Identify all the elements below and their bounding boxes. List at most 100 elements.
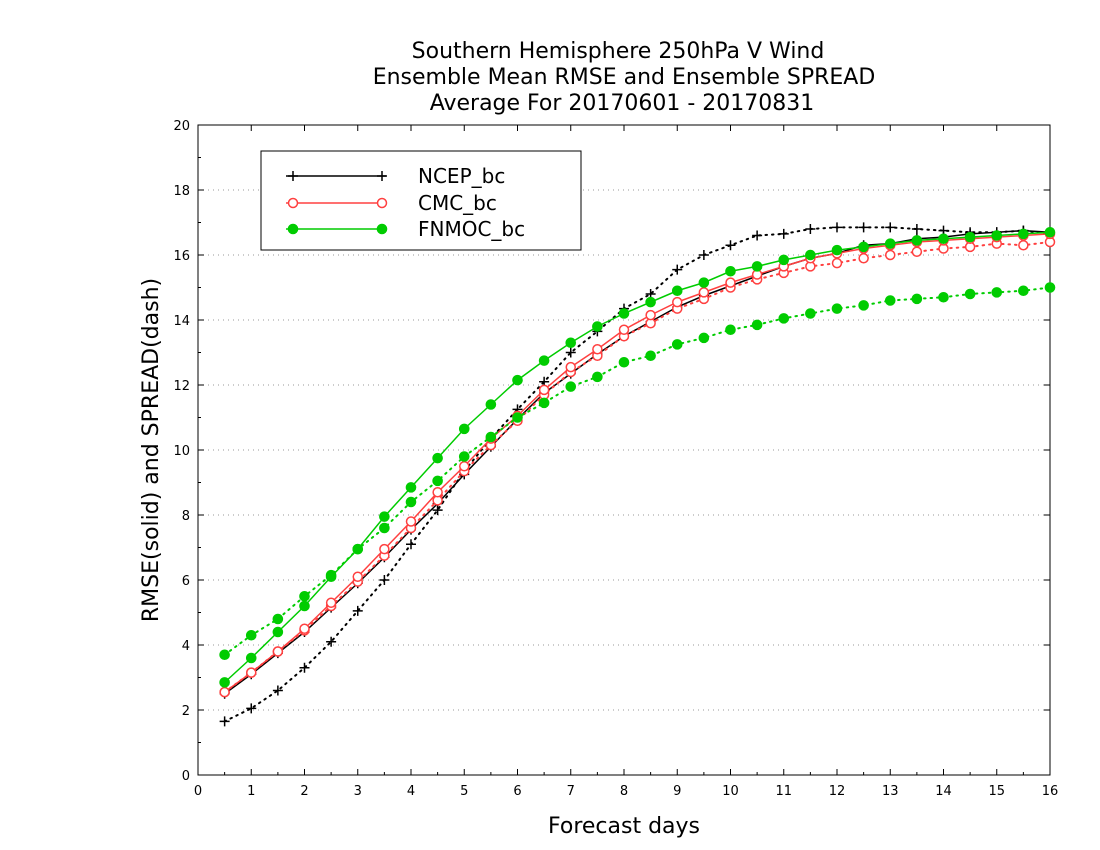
- point-fnmoc_bc-rmse-4: [325, 571, 337, 583]
- point-fnmoc_bc-rmse-25: [884, 238, 896, 249]
- line-ncep_bc-rmse: [224, 229, 1051, 695]
- legend-box: [260, 150, 582, 251]
- title-line-1: Southern Hemisphere 250hPa V Wind: [412, 39, 825, 64]
- point-ncep_bc-spread-20: [752, 230, 763, 241]
- legend-label-fnmoc_bc: FNMOC_bc: [418, 217, 525, 241]
- legend-entry-cmc_bc: CMC_bc: [286, 191, 497, 215]
- series-fnmoc_bc-rmse: [219, 226, 1056, 688]
- point-cmc_bc-spread-24: [858, 253, 869, 264]
- point-ncep_bc-spread-13: [565, 347, 576, 358]
- point-fnmoc_bc-rmse-16: [645, 296, 656, 308]
- point-fnmoc_bc-rmse-20: [751, 261, 763, 272]
- point-fnmoc_bc-rmse-3: [299, 600, 310, 612]
- x-tick-label-16: 16: [1042, 784, 1059, 799]
- point-cmc_bc-rmse-8: [432, 487, 443, 498]
- point-ncep_bc-spread-21: [778, 228, 789, 239]
- point-cmc_bc-rmse-4: [325, 597, 337, 608]
- y-tick-label-2: 2: [182, 704, 190, 719]
- line-cmc_bc-spread: [223, 241, 1051, 694]
- point-fnmoc_bc-spread-28: [964, 288, 976, 300]
- y-tick-label-14: 14: [173, 314, 190, 329]
- point-cmc_bc-spread-26: [911, 246, 923, 257]
- gridlines: [198, 189, 1050, 711]
- y-axis-label: RMSE(solid) and SPREAD(dash): [139, 278, 164, 622]
- x-tick-label-1: 1: [247, 784, 255, 799]
- point-ncep_bc-spread-23: [832, 222, 842, 233]
- point-fnmoc_bc-spread-11: [512, 412, 523, 423]
- line-ncep_bc-spread: [223, 226, 1051, 723]
- x-tick-label-13: 13: [882, 784, 899, 799]
- point-fnmoc_bc-spread-10: [485, 431, 497, 443]
- legend-marker-start-ncep_bc: [288, 171, 298, 181]
- point-cmc_bc-spread-23: [831, 257, 843, 269]
- point-ncep_bc-spread-6: [379, 575, 390, 585]
- point-fnmoc_bc-rmse-24: [858, 241, 869, 253]
- x-tick-label-4: 4: [407, 784, 415, 799]
- point-ncep_bc-spread-4: [326, 636, 337, 647]
- x-tick-label-15: 15: [988, 784, 1005, 799]
- point-cmc_bc-rmse-2: [272, 646, 284, 657]
- x-tick-label-9: 9: [673, 784, 681, 799]
- point-ncep_bc-spread-0: [219, 716, 230, 727]
- series-ncep_bc-rmse: [219, 225, 1055, 699]
- point-ncep_bc-spread-19: [725, 240, 736, 251]
- y-tick-label-0: 0: [182, 769, 190, 784]
- point-fnmoc_bc-rmse-14: [592, 321, 603, 332]
- chart-title: Southern Hemisphere 250hPa V Wind Ensemb…: [373, 39, 876, 116]
- point-fnmoc_bc-rmse-19: [725, 265, 736, 277]
- point-cmc_bc-rmse-9: [459, 461, 470, 472]
- point-fnmoc_bc-rmse-2: [272, 626, 284, 638]
- legend-label-ncep_bc: NCEP_bc: [418, 164, 505, 188]
- point-fnmoc_bc-spread-17: [671, 339, 683, 350]
- point-ncep_bc-spread-17: [672, 264, 683, 275]
- point-fnmoc_bc-rmse-6: [379, 511, 390, 522]
- x-tick-label-5: 5: [460, 784, 468, 799]
- series-cmc_bc-rmse: [219, 228, 1056, 698]
- y-tick-label-8: 8: [182, 509, 190, 524]
- point-cmc_bc-rmse-5: [352, 571, 363, 582]
- point-fnmoc_bc-rmse-30: [1018, 228, 1029, 240]
- point-fnmoc_bc-rmse-21: [778, 254, 790, 266]
- point-fnmoc_bc-spread-16: [645, 350, 656, 362]
- point-fnmoc_bc-spread-6: [379, 522, 390, 534]
- point-ncep_bc-spread-22: [805, 224, 816, 234]
- title-line-2: Ensemble Mean RMSE and Ensemble SPREAD: [373, 65, 876, 90]
- point-cmc_bc-rmse-14: [592, 344, 603, 355]
- x-ticks: 0 1 2 3 4 5 6 7 8 9 10 11 12 13 14 15 16: [194, 125, 1058, 799]
- point-ncep_bc-spread-5: [352, 605, 363, 616]
- point-fnmoc_bc-spread-18: [698, 332, 710, 344]
- point-fnmoc_bc-rmse-18: [698, 277, 710, 288]
- legend-marker-end-cmc_bc: [376, 197, 388, 209]
- point-fnmoc_bc-spread-19: [725, 324, 736, 336]
- point-fnmoc_bc-rmse-28: [964, 231, 976, 243]
- point-fnmoc_bc-spread-3: [299, 590, 310, 602]
- point-fnmoc_bc-spread-13: [565, 381, 577, 392]
- point-ncep_bc-spread-3: [299, 662, 310, 673]
- line-fnmoc_bc-rmse: [224, 231, 1051, 683]
- point-cmc_bc-rmse-16: [645, 309, 656, 321]
- point-fnmoc_bc-spread-2: [272, 613, 284, 625]
- point-fnmoc_bc-rmse-17: [671, 285, 683, 297]
- point-cmc_bc-rmse-18: [698, 287, 710, 298]
- point-ncep_bc-spread-24: [858, 222, 869, 233]
- point-fnmoc_bc-rmse-7: [405, 482, 417, 493]
- point-fnmoc_bc-rmse-8: [432, 452, 443, 464]
- point-ncep_bc-spread-26: [911, 224, 922, 234]
- legend-entry-fnmoc_bc: FNMOC_bc: [286, 217, 525, 241]
- point-cmc_bc-rmse-15: [618, 324, 630, 335]
- point-fnmoc_bc-spread-12: [538, 397, 550, 409]
- x-tick-label-0: 0: [194, 784, 202, 799]
- y-tick-label-18: 18: [173, 184, 190, 199]
- point-cmc_bc-rmse-1: [246, 667, 257, 678]
- point-cmc_bc-rmse-19: [725, 277, 736, 288]
- point-fnmoc_bc-spread-9: [458, 451, 470, 462]
- point-fnmoc_bc-spread-30: [1018, 285, 1029, 297]
- x-tick-label-11: 11: [775, 784, 792, 799]
- point-ncep_bc-spread-1: [246, 703, 257, 714]
- point-cmc_bc-rmse-7: [405, 516, 417, 527]
- point-fnmoc_bc-rmse-15: [618, 308, 630, 319]
- x-tick-label-7: 7: [567, 784, 575, 799]
- point-ncep_bc-spread-25: [885, 222, 896, 233]
- point-fnmoc_bc-spread-1: [245, 629, 257, 641]
